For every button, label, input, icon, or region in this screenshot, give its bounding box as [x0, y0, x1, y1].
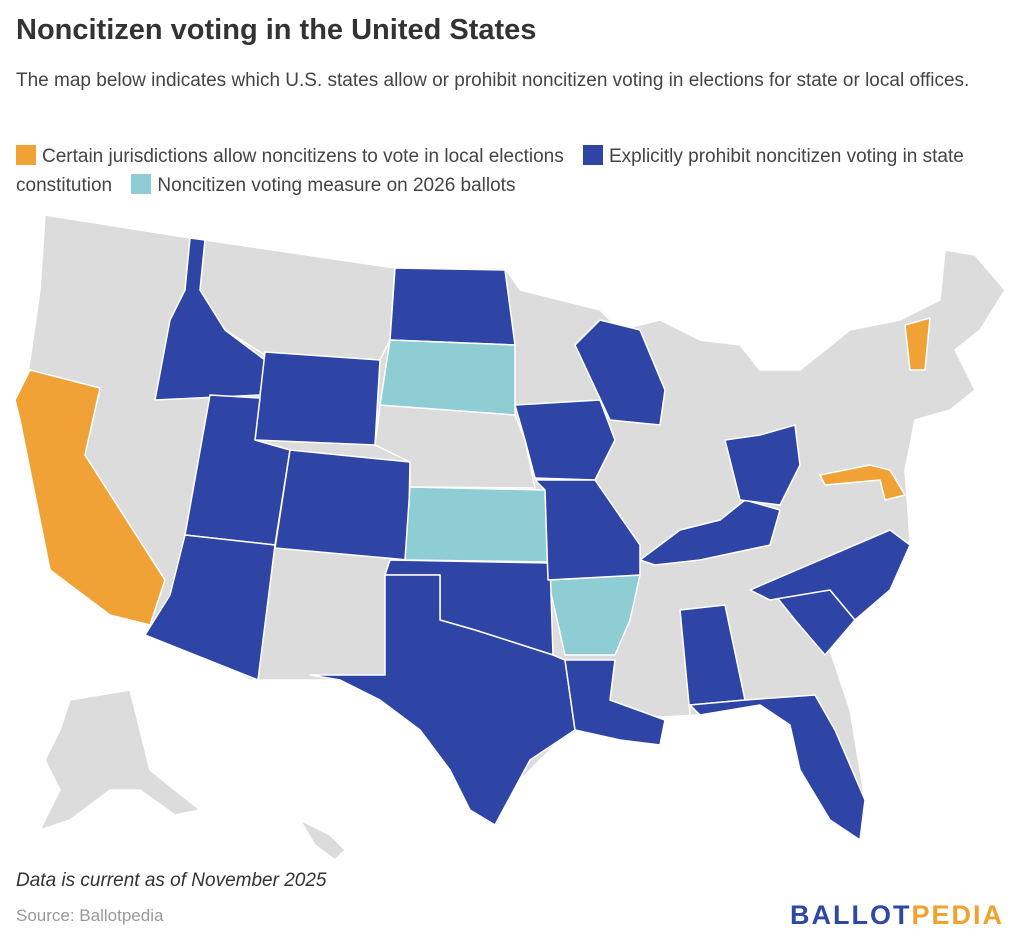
legend-label: Noncitizen voting measure on 2026 ballot…: [157, 175, 516, 196]
state-vermont: [904, 317, 931, 371]
subtitle: The map below indicates which U.S. state…: [16, 70, 970, 91]
legend-item-allow: Certain jurisdictions allow noncitizens …: [16, 145, 564, 167]
state-alaska: [39, 689, 201, 831]
state-california: [14, 369, 166, 626]
legend-label: Certain jurisdictions allow noncitizens …: [42, 146, 564, 167]
state-florida: [689, 694, 866, 841]
legend-label: Explicitly prohibit noncitizen voting in…: [16, 146, 964, 196]
logo-part-2: PEDIA: [911, 900, 1004, 930]
state-kentucky: [639, 499, 781, 566]
legend: Certain jurisdictions allow noncitizens …: [16, 142, 1006, 200]
state-wyoming: [254, 351, 381, 446]
legend-swatch-blue: [582, 145, 603, 165]
state-south-dakota: [379, 339, 516, 416]
data-currency-note: Data is current as of November 2025: [16, 870, 327, 891]
state-louisiana: [564, 659, 666, 746]
state-colorado: [274, 449, 411, 561]
state-kansas: [404, 486, 551, 563]
legend-item-measure: Noncitizen voting measure on 2026 ballot…: [131, 174, 516, 196]
state-hawaii: [299, 819, 346, 861]
state-north-carolina: [749, 529, 911, 621]
state-missouri: [534, 479, 641, 581]
state-texas: [309, 574, 576, 826]
state-north-dakota: [389, 267, 516, 346]
legend-swatch-teal: [131, 174, 152, 194]
state-wisconsin: [574, 319, 666, 426]
page-title: Noncitizen voting in the United States: [16, 14, 537, 46]
legend-item-prohibit: Explicitly prohibit noncitizen voting in…: [16, 145, 964, 196]
legend-swatch-orange: [16, 145, 36, 165]
ballotpedia-logo: BALLOTPEDIA: [790, 900, 1004, 931]
state-ohio: [724, 424, 801, 506]
source-text: Source: Ballotpedia: [16, 906, 164, 925]
state-nebraska: [374, 404, 536, 489]
state-arizona: [144, 534, 276, 681]
state-maryland: [819, 464, 906, 501]
logo-part-1: BALLOT: [789, 900, 912, 930]
